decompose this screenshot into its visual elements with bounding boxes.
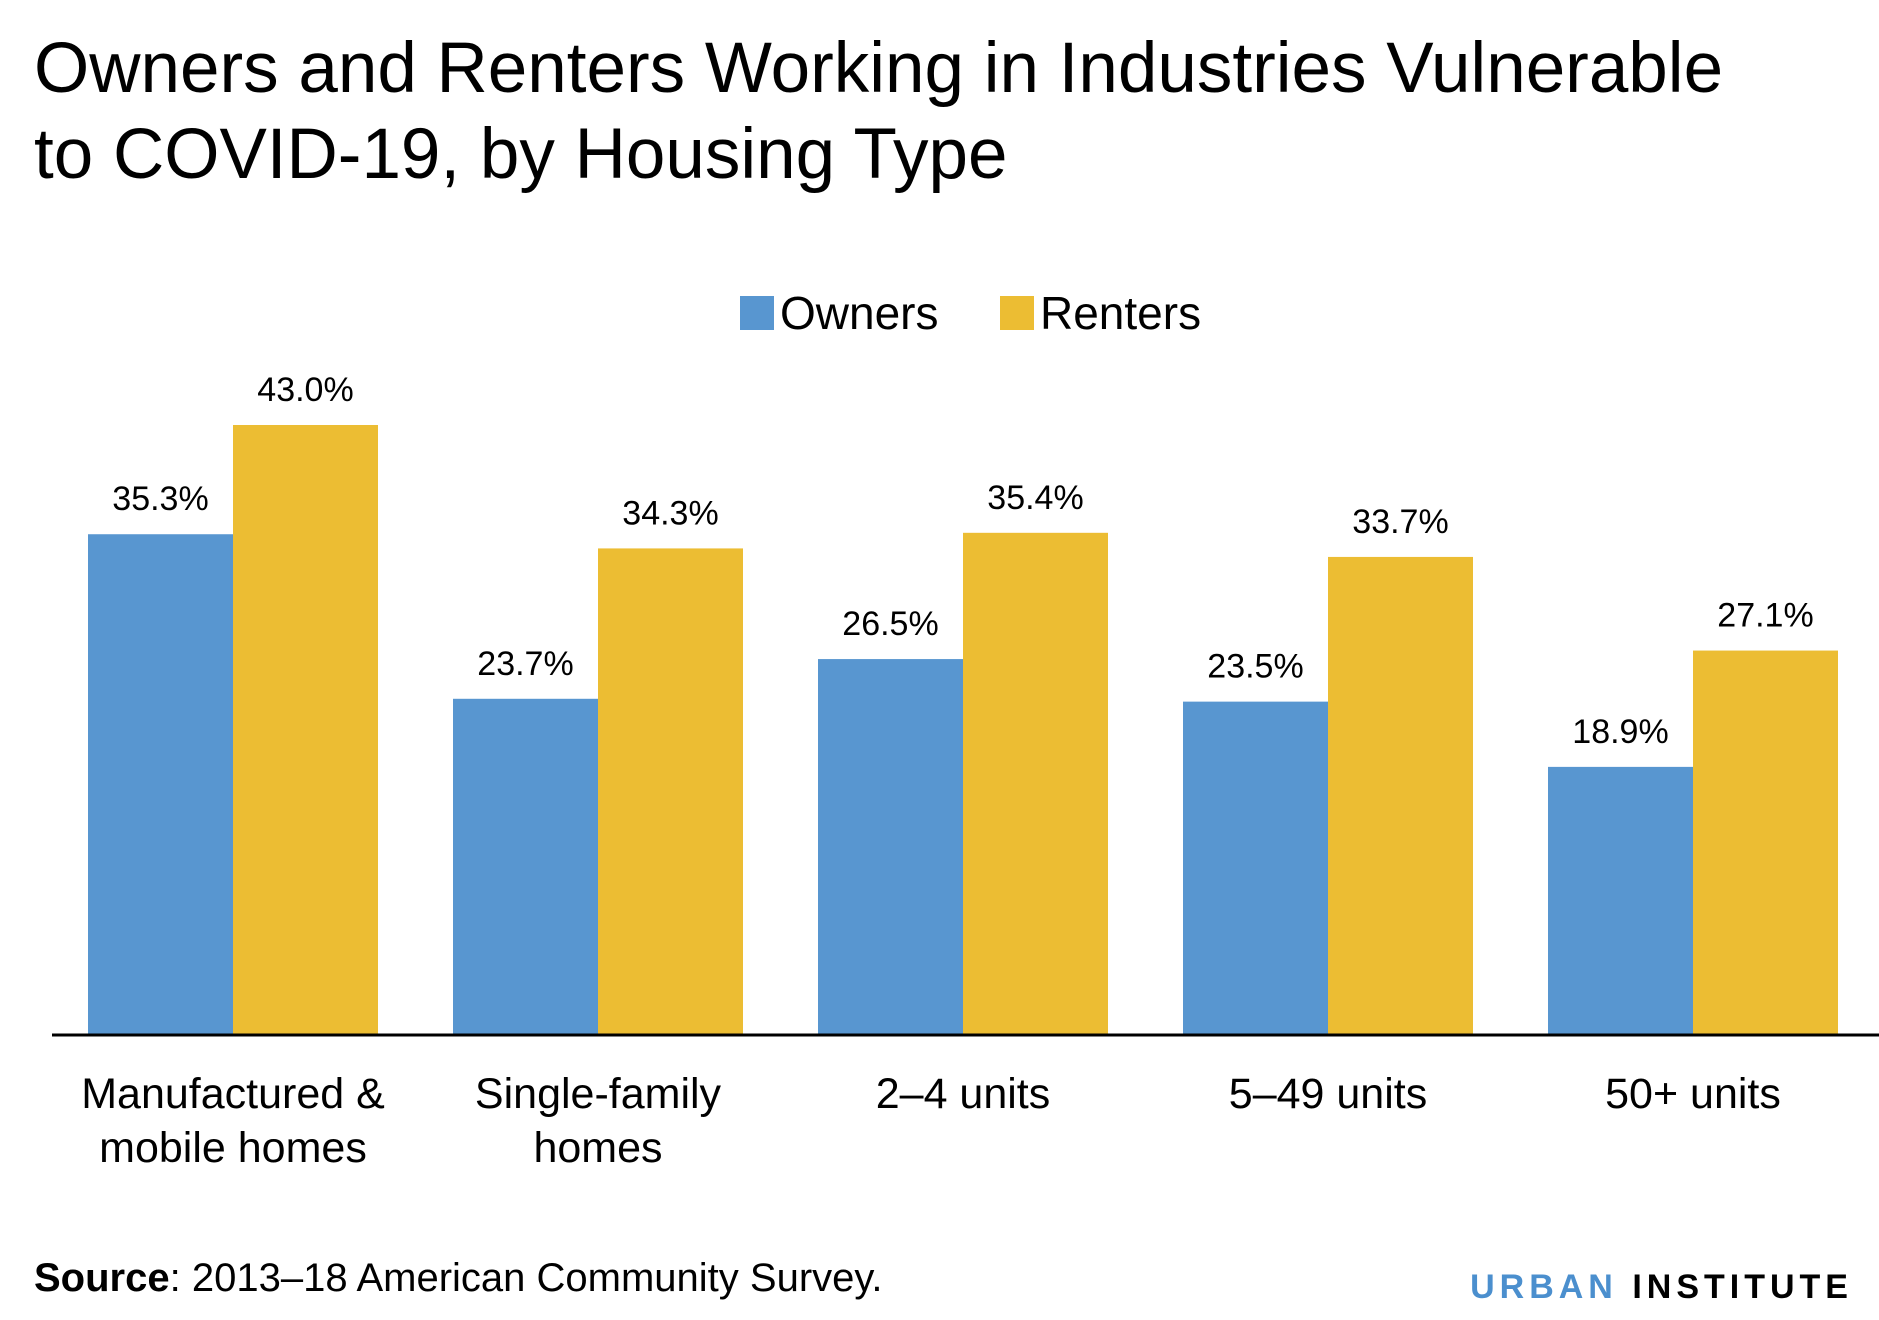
bar-owners-3 xyxy=(818,659,963,1035)
bar-renters-3 xyxy=(963,532,1108,1035)
data-label-owners-5: 18.9% xyxy=(1572,713,1668,751)
category-label-5: 50+ units xyxy=(1605,1070,1781,1118)
legend-label-renters: Renters xyxy=(1040,287,1202,339)
category-label-1-line-1: Manufactured & xyxy=(81,1070,385,1118)
data-label-owners-2: 23.7% xyxy=(477,645,573,683)
data-label-owners-1: 35.3% xyxy=(112,480,208,518)
data-label-renters-3: 35.4% xyxy=(987,479,1083,517)
data-label-owners-4: 23.5% xyxy=(1207,648,1303,686)
category-label-2-line-2: homes xyxy=(533,1124,662,1172)
data-label-renters-1: 43.0% xyxy=(257,371,353,409)
urban-institute-logo: URBAN INSTITUTE xyxy=(1470,1268,1853,1307)
bar-owners-2 xyxy=(453,698,598,1035)
bar-owners-5 xyxy=(1548,766,1693,1035)
legend-swatch-renters xyxy=(1000,296,1034,330)
bar-renters-1 xyxy=(233,425,378,1035)
data-label-owners-3: 26.5% xyxy=(842,605,938,643)
legend-item-renters: Renters xyxy=(1000,286,1201,340)
source-text: : 2013–18 American Community Survey. xyxy=(169,1256,883,1300)
chart-legend: Owners Renters xyxy=(0,286,1879,346)
bar-owners-4 xyxy=(1183,701,1328,1035)
brand-urban: URBAN xyxy=(1470,1268,1618,1306)
category-label-2-line-1: Single-family xyxy=(475,1070,722,1118)
category-label-3: 2–4 units xyxy=(876,1070,1051,1118)
bar-renters-2 xyxy=(598,548,743,1035)
bar-renters-5 xyxy=(1693,650,1838,1035)
legend-item-owners: Owners xyxy=(740,286,938,340)
legend-label-owners: Owners xyxy=(780,287,939,339)
category-label-4: 5–49 units xyxy=(1229,1070,1427,1118)
brand-institute: INSTITUTE xyxy=(1632,1268,1853,1306)
chart-title: Owners and Renters Working in Industries… xyxy=(34,26,1854,198)
bar-owners-1 xyxy=(88,534,233,1035)
legend-swatch-owners xyxy=(740,296,774,330)
bar-renters-4 xyxy=(1328,556,1473,1035)
chart-title-line-1: Owners and Renters Working in Industries… xyxy=(34,29,1724,108)
data-label-renters-2: 34.3% xyxy=(622,494,718,532)
source-label: Source xyxy=(34,1256,170,1300)
category-label-1-line-2: mobile homes xyxy=(99,1124,367,1172)
data-label-renters-4: 33.7% xyxy=(1352,503,1448,541)
chart-title-line-2: to COVID-19, by Housing Type xyxy=(34,115,1008,194)
source-note: Source: 2013–18 American Community Surve… xyxy=(34,1256,883,1301)
data-label-renters-5: 27.1% xyxy=(1717,597,1813,635)
